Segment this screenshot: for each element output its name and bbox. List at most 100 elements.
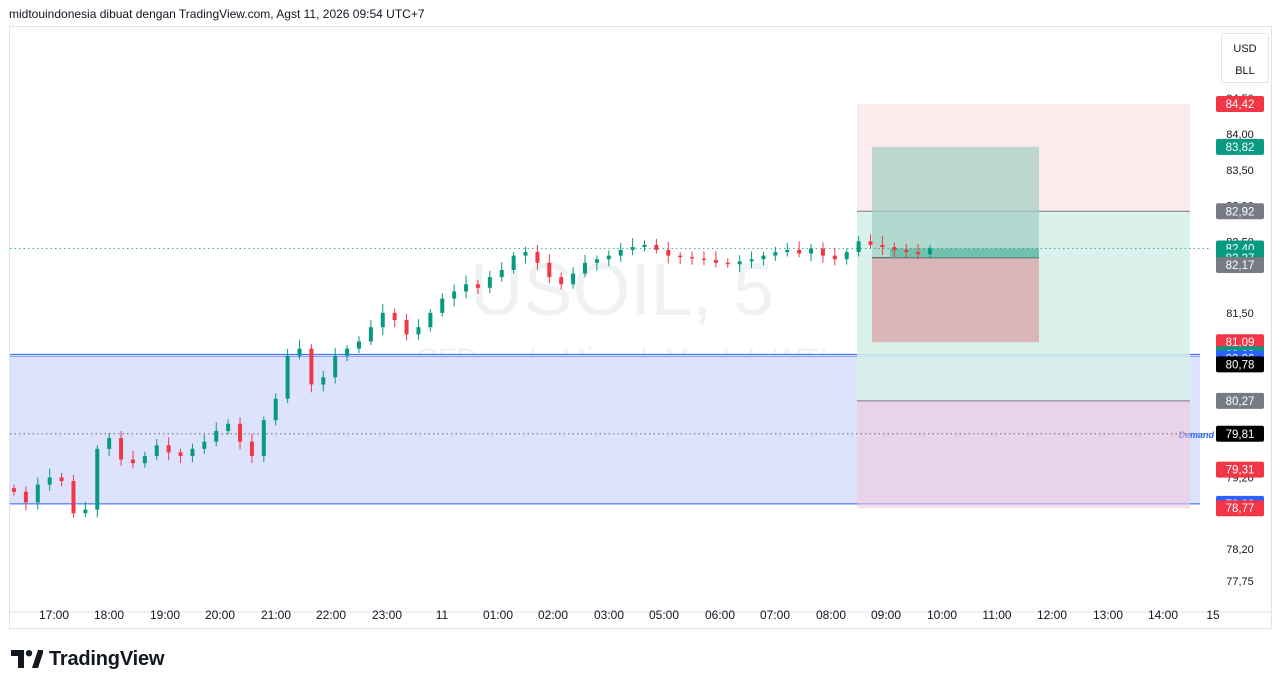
candle-body-66 bbox=[797, 249, 802, 254]
y-tick-label-7: 78,20 bbox=[1226, 544, 1254, 556]
price-label-text-5: 82,17 bbox=[1226, 260, 1255, 272]
price-label-text-14: 78,77 bbox=[1226, 503, 1255, 515]
candle-body-10 bbox=[130, 459, 135, 464]
candle-body-72 bbox=[868, 241, 873, 245]
candle-body-59 bbox=[713, 259, 718, 263]
y-tick-label-8: 77,75 bbox=[1226, 576, 1254, 588]
candle-body-15 bbox=[190, 448, 195, 456]
currency-unit[interactable]: BLL bbox=[1235, 65, 1255, 77]
price-label-bg-0 bbox=[1216, 95, 1264, 112]
candle-body-42 bbox=[511, 255, 516, 270]
price-label-12: 79,31 bbox=[1216, 461, 1264, 478]
candle-body-49 bbox=[594, 259, 599, 263]
candle-body-22 bbox=[273, 398, 278, 421]
tradingview-brand: TradingView bbox=[49, 647, 165, 670]
price-label-bg-9 bbox=[1216, 356, 1264, 373]
x-tick-label-18: 12:00 bbox=[1037, 608, 1067, 622]
candle-body-4 bbox=[59, 477, 64, 482]
candle-body-46 bbox=[559, 277, 564, 285]
candle-body-12 bbox=[154, 445, 159, 456]
candle-body-69 bbox=[832, 255, 837, 260]
price-label-bg-1 bbox=[1216, 138, 1264, 155]
price-label-9: 80,78 bbox=[1216, 356, 1264, 373]
candle-body-45 bbox=[547, 262, 552, 278]
candle-body-11 bbox=[142, 455, 147, 464]
x-tick-label-1: 18:00 bbox=[94, 608, 124, 622]
price-label-14: 78,77 bbox=[1216, 500, 1264, 517]
x-tick-label-21: 15 bbox=[1206, 608, 1220, 622]
x-tick-label-15: 09:00 bbox=[871, 608, 901, 622]
candle-body-5 bbox=[71, 481, 76, 514]
candle-body-38 bbox=[464, 284, 469, 292]
candle-body-21 bbox=[261, 420, 266, 456]
candle-body-30 bbox=[368, 327, 373, 342]
price-label-0: 84,42 bbox=[1216, 95, 1264, 112]
x-tick-label-4: 21:00 bbox=[261, 608, 291, 622]
candle-body-35 bbox=[428, 312, 433, 328]
candle-body-70 bbox=[844, 252, 849, 260]
currency-usd[interactable]: USD bbox=[1233, 43, 1257, 55]
price-label-text-0: 84,42 bbox=[1226, 99, 1255, 111]
x-tick-label-9: 02:00 bbox=[538, 608, 568, 622]
candle-body-40 bbox=[487, 277, 492, 288]
candle-body-67 bbox=[809, 248, 814, 254]
x-tick-label-6: 23:00 bbox=[372, 608, 402, 622]
x-tick-label-5: 22:00 bbox=[316, 608, 346, 622]
candle-body-28 bbox=[345, 348, 350, 356]
candle-body-77 bbox=[928, 248, 932, 255]
candle-body-75 bbox=[904, 249, 909, 253]
candle-body-57 bbox=[690, 257, 695, 259]
price-label-text-11: 79,81 bbox=[1226, 429, 1255, 441]
candle-body-61 bbox=[737, 261, 742, 265]
candle-body-3 bbox=[47, 477, 52, 485]
footer: TradingView bbox=[11, 645, 164, 673]
candle-body-26 bbox=[321, 377, 326, 385]
candle-body-55 bbox=[666, 249, 671, 256]
inner-position-risk bbox=[872, 257, 1039, 343]
price-label-bg-12 bbox=[1216, 461, 1264, 478]
candle-body-76 bbox=[916, 252, 921, 255]
candle-body-71 bbox=[856, 241, 861, 253]
x-tick-label-7: 11 bbox=[436, 608, 449, 622]
inner-position-active bbox=[890, 248, 1039, 258]
candle-body-36 bbox=[440, 298, 445, 313]
candle-body-19 bbox=[238, 423, 243, 442]
candle-body-41 bbox=[499, 269, 504, 278]
candle-body-39 bbox=[475, 284, 480, 288]
candle-body-65 bbox=[785, 249, 790, 253]
x-tick-label-17: 11:00 bbox=[982, 608, 1011, 622]
candle-body-20 bbox=[249, 441, 254, 456]
x-tick-label-3: 20:00 bbox=[205, 608, 235, 622]
candle-body-34 bbox=[416, 327, 421, 335]
candle-body-68 bbox=[820, 248, 825, 256]
x-tick-label-16: 10:00 bbox=[927, 608, 957, 622]
candle-body-53 bbox=[642, 244, 647, 248]
currency-selector[interactable]: USD BLL bbox=[1221, 33, 1269, 83]
candle-body-54 bbox=[654, 244, 659, 250]
price-label-bg-2 bbox=[1216, 203, 1264, 220]
candle-body-43 bbox=[523, 252, 528, 256]
candle-body-23 bbox=[285, 355, 290, 399]
price-label-6: 81,09 bbox=[1216, 334, 1264, 351]
candle-body-33 bbox=[404, 320, 409, 335]
candle-body-16 bbox=[202, 441, 207, 449]
price-label-text-10: 80,27 bbox=[1226, 396, 1255, 408]
candle-body-8 bbox=[107, 438, 112, 449]
candle-body-13 bbox=[166, 445, 171, 453]
watermark-symbol: USOIL, 5 bbox=[470, 248, 774, 331]
price-label-bg-11 bbox=[1216, 425, 1264, 442]
candle-body-14 bbox=[178, 452, 183, 456]
candle-body-73 bbox=[880, 244, 885, 248]
chart-frame[interactable]: USOIL, 5CFD pada Minyak Mentah WTIDemand… bbox=[9, 26, 1272, 629]
candle-body-32 bbox=[392, 312, 397, 321]
candle-body-51 bbox=[618, 249, 623, 256]
price-label-text-6: 81,09 bbox=[1226, 337, 1255, 349]
candlestick-chart[interactable]: USOIL, 5CFD pada Minyak Mentah WTIDemand… bbox=[10, 27, 1271, 628]
price-label-2: 82,92 bbox=[1216, 203, 1264, 220]
x-tick-label-13: 07:00 bbox=[760, 608, 790, 622]
price-label-text-2: 82,92 bbox=[1226, 206, 1255, 218]
price-label-text-12: 79,31 bbox=[1226, 465, 1255, 477]
price-label-text-9: 80,78 bbox=[1226, 359, 1255, 371]
candle-body-52 bbox=[630, 247, 635, 250]
price-label-bg-6 bbox=[1216, 334, 1264, 351]
